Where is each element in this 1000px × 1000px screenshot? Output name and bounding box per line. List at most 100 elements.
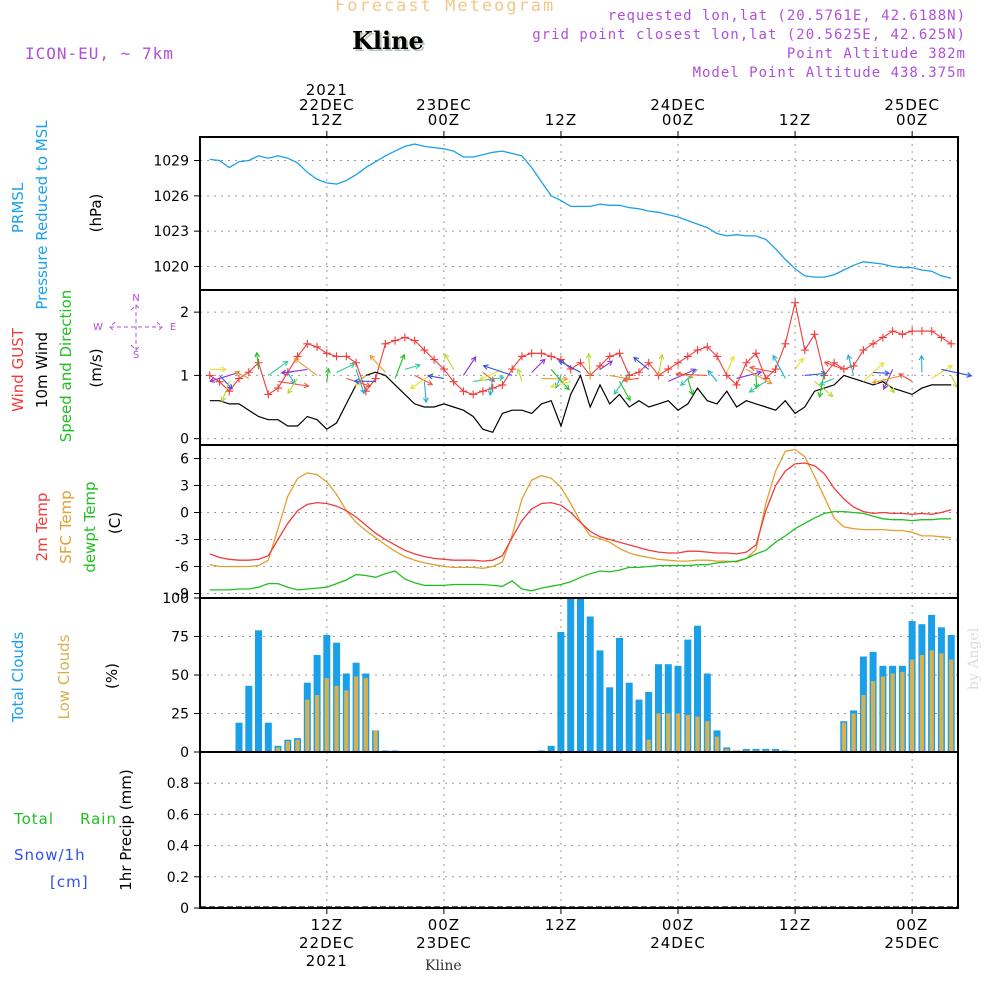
y-tick-label: 0.4 — [167, 839, 189, 855]
wind-direction-arrow — [462, 356, 477, 376]
wind-arrow-head — [409, 383, 416, 390]
wind-arrow-head — [325, 367, 331, 374]
total-rain-label-rain: Rain — [80, 810, 117, 828]
wind-gust-point — [235, 374, 244, 383]
wind-arrow-head — [422, 397, 429, 404]
bottom-time-label: 12Z — [311, 916, 343, 934]
wind-gust-point — [634, 368, 643, 377]
low-cloud-bar — [315, 695, 320, 752]
wind-gust-point — [420, 346, 429, 355]
total-rain-label-total: Total — [13, 810, 54, 828]
wind-direction-arrow — [941, 368, 972, 377]
total-cloud-bar — [674, 665, 682, 752]
wind-arrow-head — [827, 391, 834, 398]
y-tick-label: 100 — [162, 591, 189, 607]
total-cloud-bar — [635, 699, 643, 752]
wind-direction-arrow — [294, 358, 318, 376]
wind-gust-point — [215, 377, 224, 386]
wind-gust-point — [791, 298, 800, 307]
temp-unit: (C) — [106, 512, 124, 534]
wind-gust-point — [205, 371, 214, 380]
wind-arrow-head — [820, 370, 827, 377]
wind-speed-line — [209, 371, 952, 434]
y-tick-label: 25 — [171, 707, 189, 723]
low-cloud-bar — [714, 736, 720, 752]
pressure-unit: (hPa) — [87, 194, 105, 233]
y-tick-label: 6 — [180, 452, 189, 468]
wind-direction-arrow — [750, 366, 776, 373]
wind-arrow-head — [562, 376, 569, 382]
wind-gust-point — [547, 352, 556, 361]
wind-arrow-head — [748, 387, 755, 393]
top-time-label: 00Z — [896, 111, 928, 129]
wind-arrow-head — [444, 353, 450, 360]
top-time-label: 12Z — [311, 111, 343, 129]
wind-gust-point — [605, 352, 614, 361]
bottom-time-label: 00Z — [428, 916, 460, 934]
wind-direction-arrow — [221, 381, 230, 402]
wind-direction-arrow — [234, 371, 250, 379]
low-cloud-bar — [685, 715, 690, 752]
wind-gust-point — [400, 333, 409, 342]
bottom-time-label: 22DEC — [299, 934, 355, 952]
top-time-label: 25DEC — [884, 96, 940, 114]
top-time-label: 23DEC — [416, 96, 472, 114]
wind-direction-arrow — [804, 372, 826, 376]
top-time-label: 2021 — [306, 81, 348, 99]
panel-frames — [199, 136, 959, 909]
total-cloud-bar — [616, 638, 623, 752]
wind-arrow-head — [884, 370, 891, 376]
wind-arrow-head — [221, 366, 227, 373]
wind-arrow-head — [749, 365, 756, 372]
wind-gust-point — [381, 339, 390, 348]
meteogram-title: Forecast Meteogram — [335, 0, 556, 16]
y-tick-label: -9 — [175, 587, 189, 603]
wind-gust-point — [800, 346, 809, 355]
total-cloud-bar — [664, 664, 672, 752]
low-cloud-bar — [851, 713, 856, 752]
wind-arrow-head — [966, 372, 973, 378]
bottom-time-label: 00Z — [896, 916, 928, 934]
y-tick-label: 1020 — [153, 259, 189, 275]
wind-arrow-head — [690, 368, 697, 374]
wind-direction-arrow — [609, 374, 631, 380]
wind-direction-arrow — [277, 380, 309, 387]
top-time-label: 12Z — [779, 111, 811, 129]
low-cloud-bar — [275, 747, 281, 752]
y-tick-label: 3 — [180, 479, 189, 495]
wind-direction-arrow — [707, 370, 718, 382]
bottom-time-label: 23DEC — [416, 934, 472, 952]
wind-direction-arrow — [633, 357, 650, 370]
snow-label: Snow/1h — [14, 846, 86, 864]
low-cloud-bar — [373, 730, 378, 752]
wind-gust-point — [439, 365, 448, 374]
wind-gust-point — [713, 352, 722, 361]
wind-arrow-head — [287, 388, 293, 395]
low-cloud-bar — [666, 713, 671, 752]
y-tick-label: 1023 — [153, 224, 189, 240]
temp-2m-label: 2m Temp — [33, 493, 51, 562]
wind-arrow-head — [823, 361, 830, 367]
total-cloud-bar — [596, 650, 604, 752]
total-cloud-bar — [586, 616, 594, 752]
wind-direction-arrow — [755, 375, 758, 389]
wind-arrow-head — [658, 353, 665, 360]
low-cloud-bar — [695, 716, 700, 752]
bottom-time-label: 24DEC — [650, 934, 706, 952]
wind-direction-arrow — [444, 353, 455, 370]
wind-direction-arrow — [550, 369, 570, 391]
wind-gust-point — [498, 380, 507, 389]
wind-gust-point — [937, 333, 946, 342]
compass-west: W — [93, 322, 103, 333]
wind-direction-arrow — [819, 377, 835, 385]
low-cloud-bar — [900, 671, 905, 752]
low-cloud-bar — [354, 676, 359, 752]
low-clouds-label: Low Clouds — [55, 634, 73, 719]
panel-frame — [199, 136, 959, 291]
total-cloud-bar — [625, 682, 633, 752]
data-layer — [200, 143, 973, 908]
y-tick-label: 1026 — [153, 189, 189, 205]
wind-direction-arrow — [749, 380, 767, 393]
dewpt-temp-label: dewpt Temp — [81, 481, 99, 572]
wind-gust-point — [771, 365, 780, 374]
